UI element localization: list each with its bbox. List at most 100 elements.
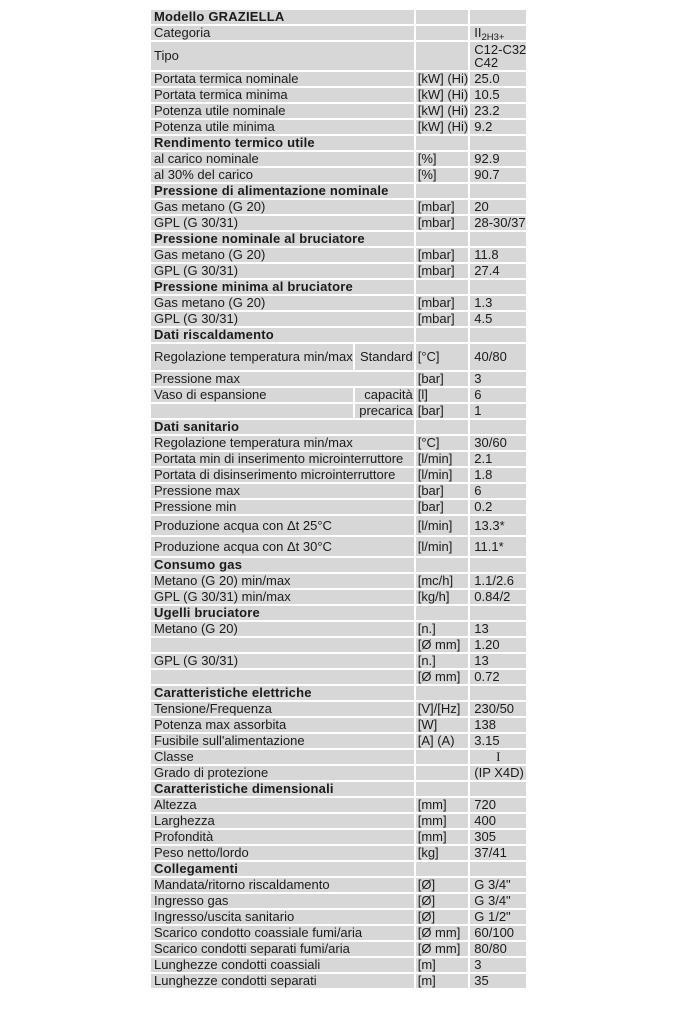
unit-cell: [l/min] <box>415 468 469 482</box>
value-text: 4.5 <box>474 311 493 326</box>
spec-row: Gas metano (G 20) [mbar] 20 <box>151 200 527 214</box>
row-label: Classe <box>151 750 414 764</box>
spec-row: Profondità [mm] 305 <box>151 830 527 844</box>
row-label: Scarico condotto coassiale fumi/aria <box>151 926 414 940</box>
value-text: 11.1* <box>474 538 504 554</box>
row-label: Portata di disinserimento microinterrutt… <box>151 468 414 482</box>
value-text: 40/80 <box>474 349 507 364</box>
row-label: Tensione/Frequenza <box>151 702 414 716</box>
value-text: 3 <box>474 371 482 386</box>
value-cell <box>470 606 527 620</box>
row-label: Gas metano (G 20) <box>151 248 414 262</box>
value-cell: 10.5 <box>470 88 527 102</box>
unit-cell: [kg] <box>415 846 469 860</box>
row-label: al 30% del carico <box>151 168 414 182</box>
row-label <box>151 638 414 652</box>
row-label: Ugelli bruciatore <box>151 606 414 620</box>
section-row: Consumo gas <box>151 558 527 572</box>
row-label: Potenza utile nominale <box>151 104 414 118</box>
value-cell: I <box>470 750 527 764</box>
value-cell: 0.72 <box>470 670 527 684</box>
unit-cell <box>415 782 469 796</box>
value-cell: 720 <box>470 798 527 812</box>
value-cell: 2.1 <box>470 452 527 466</box>
row-label: Dati riscaldamento <box>151 328 414 342</box>
value-cell: 37/41 <box>470 846 527 860</box>
row-label: GPL (G 30/31) min/max <box>151 590 414 604</box>
unit-cell: [m] <box>415 958 469 972</box>
row-label: Collegamenti <box>151 862 414 876</box>
value-text: 1.8 <box>474 467 493 482</box>
value-text: 3.15 <box>474 733 500 748</box>
value-cell <box>470 10 527 24</box>
value-text: II <box>474 25 482 40</box>
value-cell <box>470 862 527 876</box>
value-cell <box>470 782 527 796</box>
row-label: Metano (G 20) min/max <box>151 574 414 588</box>
spec-row: Portata termica minima [kW] (Hi) 10.5 <box>151 87 527 102</box>
unit-cell <box>415 136 469 150</box>
section-row: Caratteristiche dimensionali <box>151 782 527 796</box>
unit-cell: [Ø mm] <box>415 670 469 684</box>
unit-cell: [%] <box>415 168 469 182</box>
unit-cell: [°C] <box>415 344 469 370</box>
value-cell: 6 <box>470 388 527 402</box>
value-cell: 40/80 <box>470 344 527 370</box>
value-text: 1.20 <box>474 637 500 652</box>
spec-row: Peso netto/lordo [kg] 37/41 <box>151 846 527 860</box>
row-label: Ingresso gas <box>151 894 414 908</box>
spec-row: Portata di disinserimento microinterrutt… <box>151 467 527 482</box>
value-cell: 13 <box>470 622 527 636</box>
spec-row: Fusibile sull'alimentazione [A] (A) 3.15 <box>151 733 527 748</box>
value-text: 1 <box>474 403 482 418</box>
row-label: Gas metano (G 20) <box>151 296 414 310</box>
spec-row: Grado di protezione (IP X4D) <box>151 766 527 780</box>
row-label: Rendimento termico utile <box>151 136 414 150</box>
row-label: Regolazione temperatura min/max <box>151 344 353 370</box>
spec-row: GPL (G 30/31) [mbar] 28-30/37 <box>151 216 527 230</box>
unit-cell: [A] (A) <box>415 734 469 748</box>
row-label: GPL (G 30/31) <box>151 654 414 668</box>
unit-cell <box>415 232 469 246</box>
spec-row: Scarico condotto coassiale fumi/aria [Ø m… <box>151 926 527 940</box>
spec-row: Ingresso/uscita sanitario [Ø] G 1/2" <box>151 910 527 924</box>
row-label: Regolazione temperatura min/max <box>151 436 414 450</box>
unit-cell: [mc/h] <box>415 574 469 588</box>
unit-cell: [mbar] <box>415 296 469 310</box>
value-text: 23.2 <box>474 103 500 118</box>
value-cell <box>470 232 527 246</box>
value-cell: 35 <box>470 974 527 988</box>
unit-cell: [mm] <box>415 814 469 828</box>
unit-cell: [kW] (Hi) <box>415 87 469 102</box>
section-row: Pressione minima al bruciatore <box>151 280 527 294</box>
spec-row: GPL (G 30/31) [n.] 13 <box>151 654 527 668</box>
unit-cell: [kW] (Hi) <box>415 103 469 118</box>
value-cell: 4.5 <box>470 311 527 326</box>
spec-row: Classe I <box>151 750 527 764</box>
unit-cell: [l/min] <box>415 537 469 556</box>
row-label: Consumo gas <box>151 558 414 572</box>
row-label: Grado di protezione <box>151 766 414 780</box>
value-text: 9.2 <box>474 119 493 134</box>
unit-cell: [W] <box>415 718 469 732</box>
spec-row: GPL (G 30/31) min/max [kg/h] 0.84/2 <box>151 590 527 604</box>
unit-cell <box>415 558 469 572</box>
unit-cell: [mbar] <box>415 248 469 262</box>
row-label: Mandata/ritorno riscaldamento <box>151 878 414 892</box>
value-cell: 13 <box>470 654 527 668</box>
value-cell: 3.15 <box>470 733 527 748</box>
value-cell: 1.20 <box>470 637 527 652</box>
section-row: Collegamenti <box>151 862 527 876</box>
row-label: GPL (G 30/31) <box>151 216 414 230</box>
row-label: Vaso di espansione <box>151 388 353 402</box>
value-text: 80/80 <box>474 941 507 956</box>
spec-row: Tipo C12-C32 C42 <box>151 42 527 70</box>
row-label: Portata termica nominale <box>151 72 414 86</box>
section-row: Pressione nominale al bruciatore <box>151 232 527 246</box>
spec-row: Lunghezze condotti separati [m] 35 <box>151 974 527 988</box>
row-label: Pressione minima al bruciatore <box>151 280 414 294</box>
spec-row: Larghezza [mm] 400 <box>151 814 527 828</box>
value-text: 1.1/2.6 <box>474 573 515 588</box>
spec-row: Portata min di inserimento microinterrut… <box>151 452 527 466</box>
value-cell: 6 <box>470 484 527 498</box>
